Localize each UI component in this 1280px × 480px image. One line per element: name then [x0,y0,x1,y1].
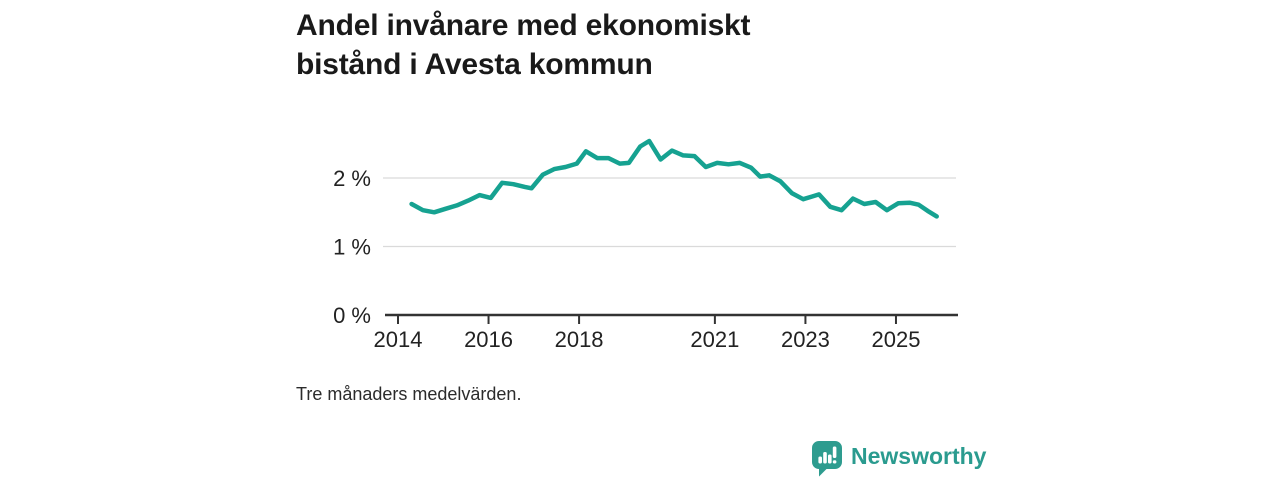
x-axis-label: 2025 [871,327,920,352]
y-axis-label: 0 % [333,303,371,328]
chart-title: Andel invånare med ekonomiskt bistånd i … [296,9,751,81]
x-axis-label: 2014 [374,327,423,352]
y-axis-label: 2 % [333,166,371,191]
y-axis-label: 1 % [333,235,371,260]
x-axis-label: 2021 [690,327,739,352]
x-axis-label: 2018 [555,327,604,352]
newsworthy-bars-icon [812,441,842,477]
data-line [409,138,939,219]
chart-footnote: Tre månaders medelvärden. [296,384,522,404]
x-axis-label: 2023 [781,327,830,352]
newsworthy-logo: Newsworthy [812,441,986,477]
x-axis-label: 2016 [464,327,513,352]
newsworthy-wordmark: Newsworthy [851,443,987,469]
